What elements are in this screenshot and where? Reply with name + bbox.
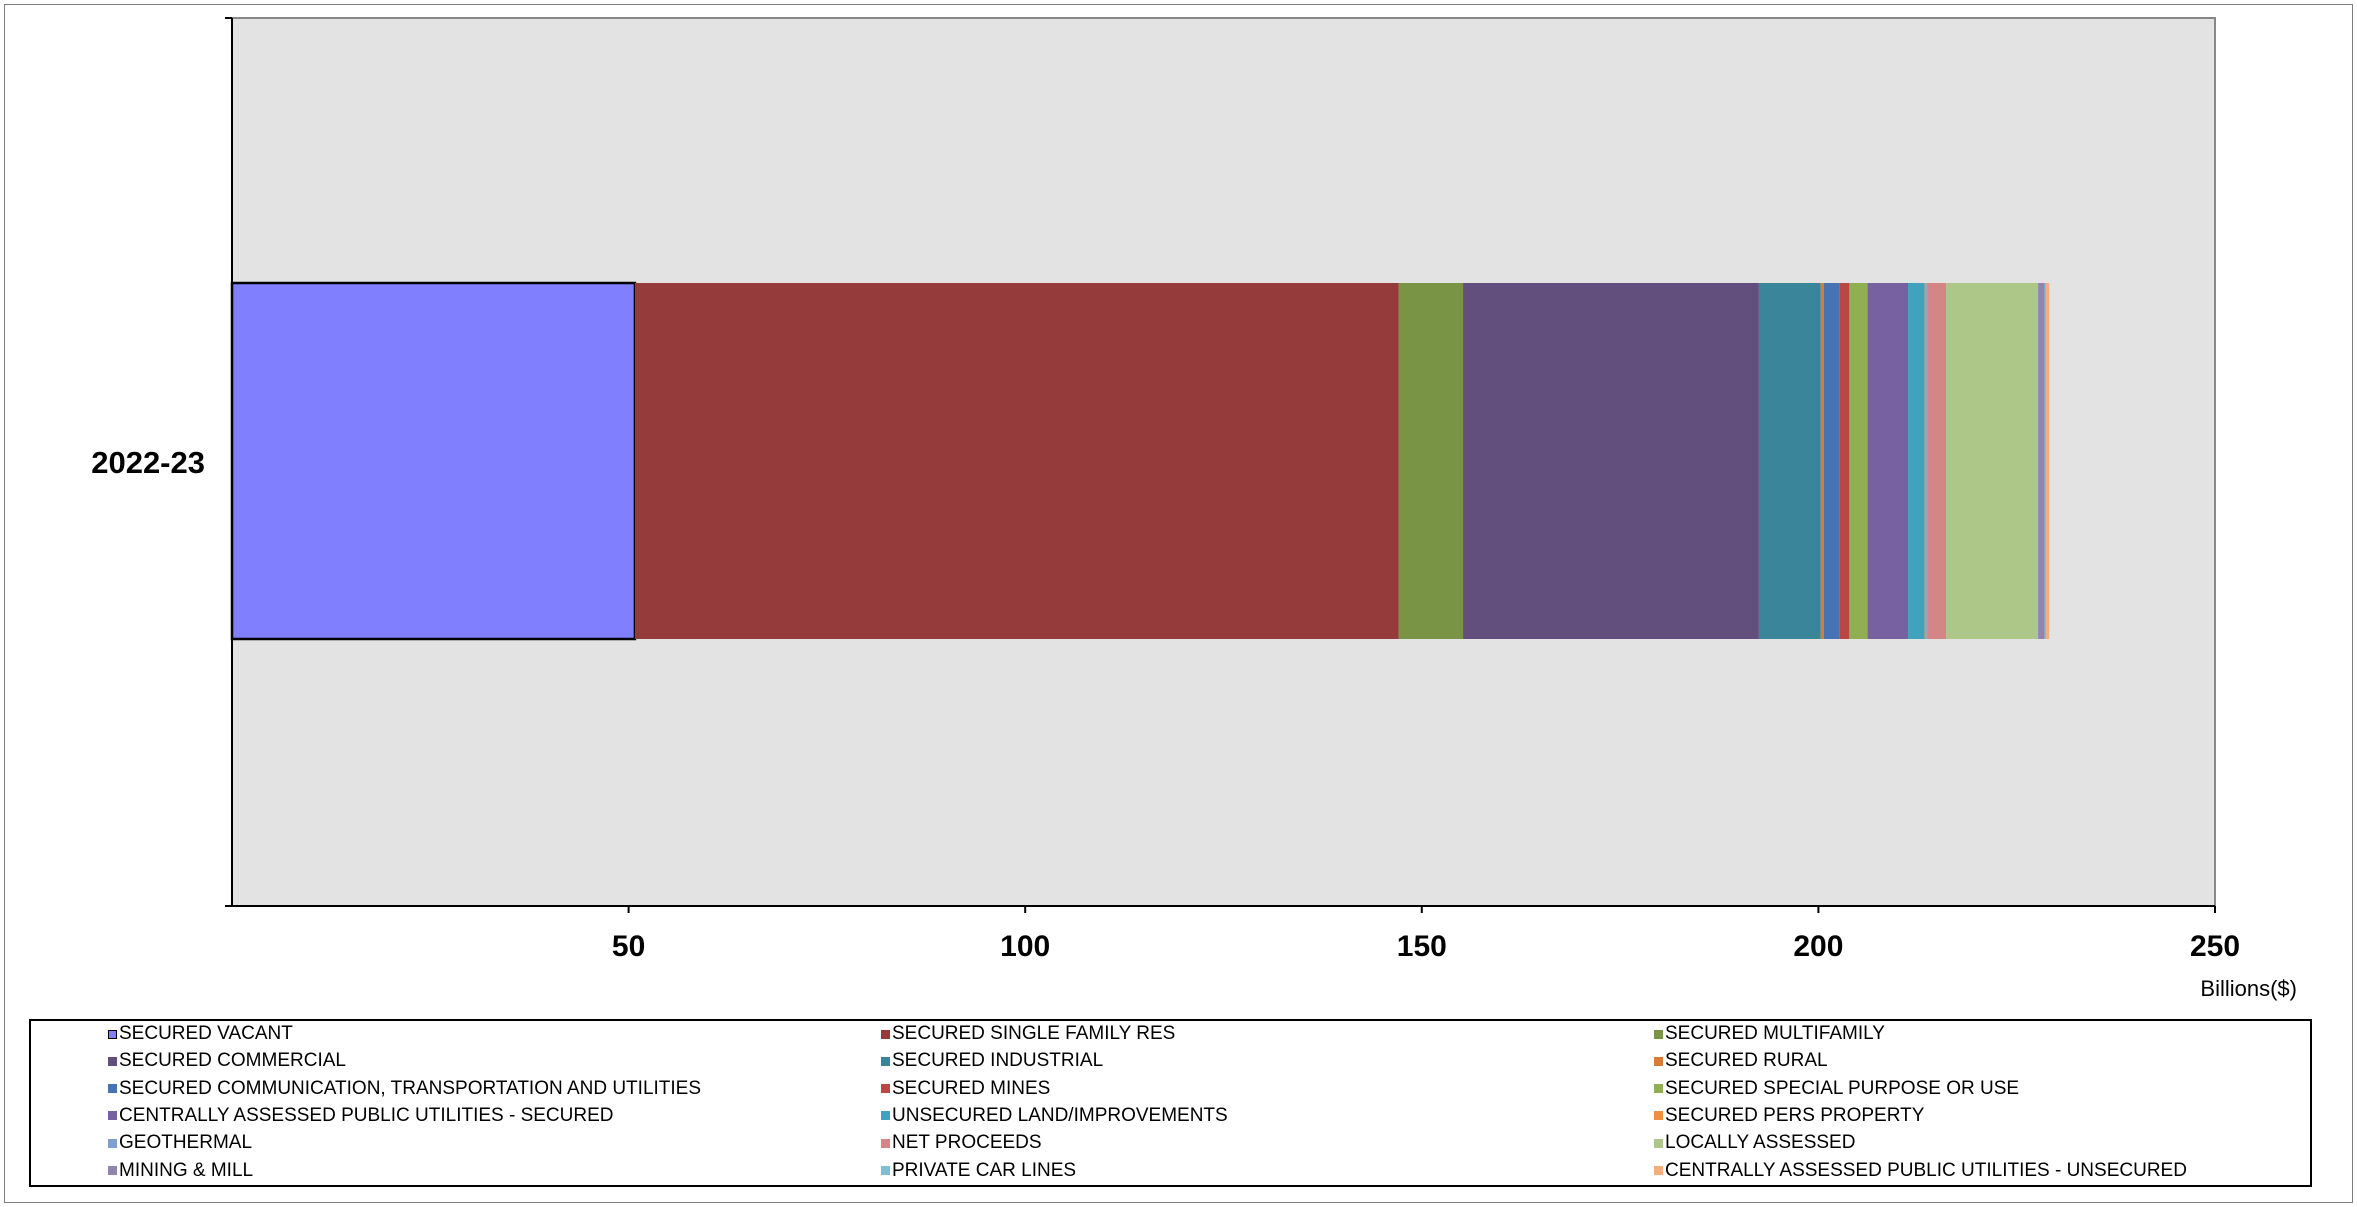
legend-item: MINING & MILL [108, 1158, 253, 1184]
x-axis-ticks [627, 906, 2216, 913]
bar-segments [230, 281, 2050, 641]
legend-swatch [108, 1166, 117, 1175]
legend-label: MINING & MILL [119, 1159, 254, 1181]
x-tick-label-1: 100 [1000, 930, 1050, 963]
bar-segment-2 [1398, 283, 1464, 639]
legend-item: PRIVATE CAR LINES [881, 1158, 1076, 1184]
legend-item: SECURED SPECIAL PURPOSE OR USE [1654, 1076, 2019, 1102]
legend-swatch [881, 1111, 890, 1121]
bar-segment-6 [1823, 283, 1840, 639]
legend-item: SECURED INDUSTRIAL [881, 1048, 1103, 1074]
legend-label: LOCALLY ASSESSED [1665, 1132, 1856, 1154]
legend-item: SECURED MULTIFAMILY [1654, 1021, 1885, 1047]
legend-swatch [1654, 1111, 1663, 1121]
legend-swatch [108, 1138, 117, 1148]
bar-segment-1 [634, 283, 1399, 639]
legend-swatch [881, 1138, 890, 1148]
legend-swatch [108, 1029, 117, 1039]
legend-label: SECURED MULTIFAMILY [1665, 1023, 1885, 1044]
axes [225, 17, 2215, 907]
legend-item: SECURED COMMERCIAL [108, 1048, 346, 1074]
chart-legend: SECURED VACANT SECURED SINGLE FAMILY RES S… [29, 1019, 2312, 1187]
legend-swatch [881, 1166, 890, 1175]
legend-swatch [1654, 1166, 1663, 1175]
legend-item: SECURED COMMUNICATION, TRANSPORTATION AN… [108, 1076, 701, 1102]
legend-label: SECURED PERS PROPERTY [1665, 1104, 1925, 1126]
legend-swatch [1654, 1056, 1663, 1066]
legend-swatch [1654, 1138, 1663, 1148]
legend-label: SECURED SPECIAL PURPOSE OR USE [1665, 1077, 2020, 1099]
legend-swatch [881, 1084, 890, 1094]
legend-item: SECURED VACANT [108, 1021, 293, 1047]
legend-item: NET PROCEEDS [881, 1130, 1042, 1156]
x-axis-tick-labels: 50 100 150 200 250 [612, 930, 2240, 963]
chart-frame [4, 4, 2353, 1203]
bar-segment-4 [1758, 283, 1821, 639]
legend-swatch [881, 1029, 890, 1039]
bar-segment-8 [1849, 283, 1868, 639]
legend-label: NET PROCEEDS [892, 1132, 1042, 1154]
bar-segment-16 [2044, 283, 2047, 639]
legend-label: SECURED COMMERCIAL [119, 1050, 346, 1072]
legend-item: CENTRALLY ASSESSED PUBLIC UTILITIES - SE… [108, 1103, 614, 1129]
bar-segment-15 [2038, 283, 2045, 639]
bar-segment-17 [2046, 283, 2050, 639]
legend-label: SECURED MINES [892, 1077, 1051, 1099]
legend-swatch [108, 1084, 117, 1094]
legend-label: UNSECURED LAND/IMPROVEMENTS [892, 1104, 1228, 1126]
bar-segment-5 [1820, 283, 1824, 639]
legend-swatch [1654, 1084, 1663, 1094]
legend-item: CENTRALLY ASSESSED PUBLIC UTILITIES - UN… [1654, 1158, 2187, 1184]
legend-label: PRIVATE CAR LINES [892, 1159, 1077, 1181]
legend-item: GEOTHERMAL [108, 1130, 252, 1156]
legend-label: SECURED RURAL [1665, 1050, 1828, 1072]
legend-label: CENTRALLY ASSESSED PUBLIC UTILITIES - SE… [119, 1104, 614, 1126]
bar-segment-13 [1927, 283, 1947, 639]
legend-label: CENTRALLY ASSESSED PUBLIC UTILITIES - UN… [1665, 1159, 2187, 1181]
bar-segment-0 [230, 281, 637, 641]
legend-item: UNSECURED LAND/IMPROVEMENTS [881, 1103, 1228, 1129]
x-tick-label-4: 250 [2190, 930, 2240, 963]
bar-segment-11 [1924, 283, 1927, 639]
x-tick-label-2: 150 [1397, 930, 1447, 963]
bar-segment-7 [1839, 283, 1850, 639]
legend-label: GEOTHERMAL [119, 1132, 253, 1154]
legend-item: SECURED MINES [881, 1076, 1050, 1102]
bar-segment-10 [1908, 283, 1925, 639]
legend-swatch [108, 1056, 117, 1066]
legend-label: SECURED INDUSTRIAL [892, 1050, 1104, 1072]
legend-swatch [881, 1056, 890, 1066]
legend-swatch [1654, 1029, 1663, 1039]
legend-item: LOCALLY ASSESSED [1654, 1130, 1855, 1156]
bar-segment-3 [1463, 283, 1759, 639]
x-tick-label-0: 50 [612, 930, 645, 963]
stacked-bar-chart: 50 100 150 200 250 2022-23 Billions($) [91, 17, 2297, 1001]
legend-label: SECURED COMMUNICATION, TRANSPORTATION AN… [119, 1077, 702, 1099]
bar-segment-12 [1926, 283, 1928, 639]
legend-item: SECURED SINGLE FAMILY RES [881, 1021, 1175, 1047]
legend-label: SECURED SINGLE FAMILY RES [892, 1023, 1176, 1044]
legend-swatch [108, 1111, 117, 1121]
bar-segment-9 [1867, 283, 1909, 639]
legend-label: SECURED VACANT [119, 1023, 293, 1044]
legend-item: SECURED PERS PROPERTY [1654, 1103, 1924, 1129]
category-label: 2022-23 [91, 445, 205, 480]
x-axis-unit-label: Billions($) [2200, 976, 2297, 1001]
bar-segment-14 [1946, 283, 2039, 639]
legend-item: SECURED RURAL [1654, 1048, 1828, 1074]
x-tick-label-3: 200 [1793, 930, 1843, 963]
